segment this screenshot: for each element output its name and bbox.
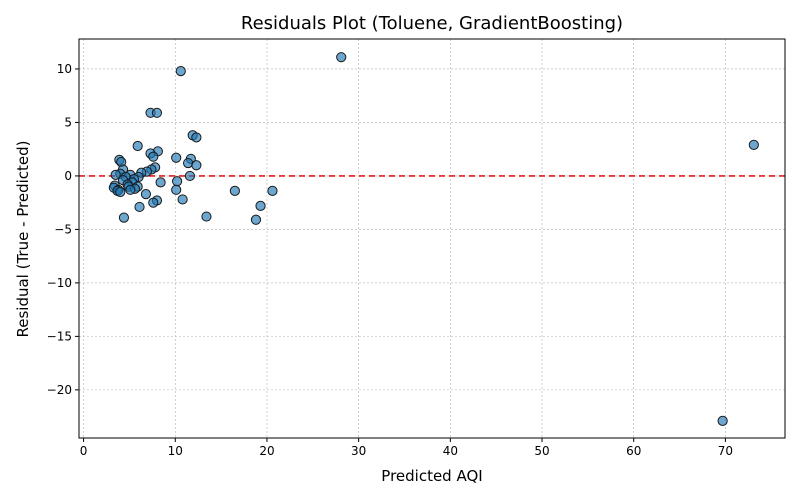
x-tick-label: 20 [259,444,274,458]
data-point [172,176,183,187]
y-tick-label: −15 [47,329,72,343]
data-point [151,107,163,118]
chart-title: Residuals Plot (Toluene, GradientBoostin… [241,13,623,34]
data-point [201,211,212,222]
x-tick-label: 0 [80,444,88,458]
x-axis-ticks: 0 10 20 30 40 50 60 70 [80,438,733,458]
data-point [191,160,202,171]
data-point [155,177,166,188]
data-point [250,214,262,225]
x-tick-label: 60 [626,444,641,458]
data-point [229,185,240,196]
y-axis-label: Residual (True - Predicted) [14,140,32,337]
data-point [110,169,121,180]
y-axis-ticks: −20 −15 −10 −5 0 5 10 [47,62,79,397]
data-point [171,184,182,195]
y-tick-label: −5 [54,222,72,236]
x-tick-label: 10 [168,444,183,458]
x-tick-label: 50 [534,444,549,458]
data-point [125,184,136,195]
data-point [134,201,145,213]
x-axis-label: Predicted AQI [381,467,482,485]
data-point [175,65,186,77]
data-points [108,52,759,426]
data-point [132,140,143,152]
data-point [171,152,182,163]
data-point [717,415,728,426]
data-point [183,157,194,169]
data-point [191,132,202,143]
grid [79,39,785,438]
data-point [115,186,126,198]
plot-area-frame [78,38,786,439]
data-point [118,212,130,223]
data-point [148,197,159,208]
y-tick-label: 0 [64,169,72,183]
data-point [748,139,759,151]
data-point [184,170,196,182]
y-tick-label: 10 [57,62,72,76]
x-tick-label: 30 [351,444,366,458]
y-tick-label: −10 [47,276,72,290]
data-point [336,52,347,63]
data-point [148,151,159,162]
data-point [177,194,188,205]
x-tick-label: 40 [443,444,458,458]
y-tick-label: 5 [64,115,72,129]
data-point [140,189,152,200]
data-point [255,200,266,211]
x-tick-label: 70 [718,444,733,458]
data-point [267,185,278,196]
y-tick-label: −20 [47,383,72,397]
